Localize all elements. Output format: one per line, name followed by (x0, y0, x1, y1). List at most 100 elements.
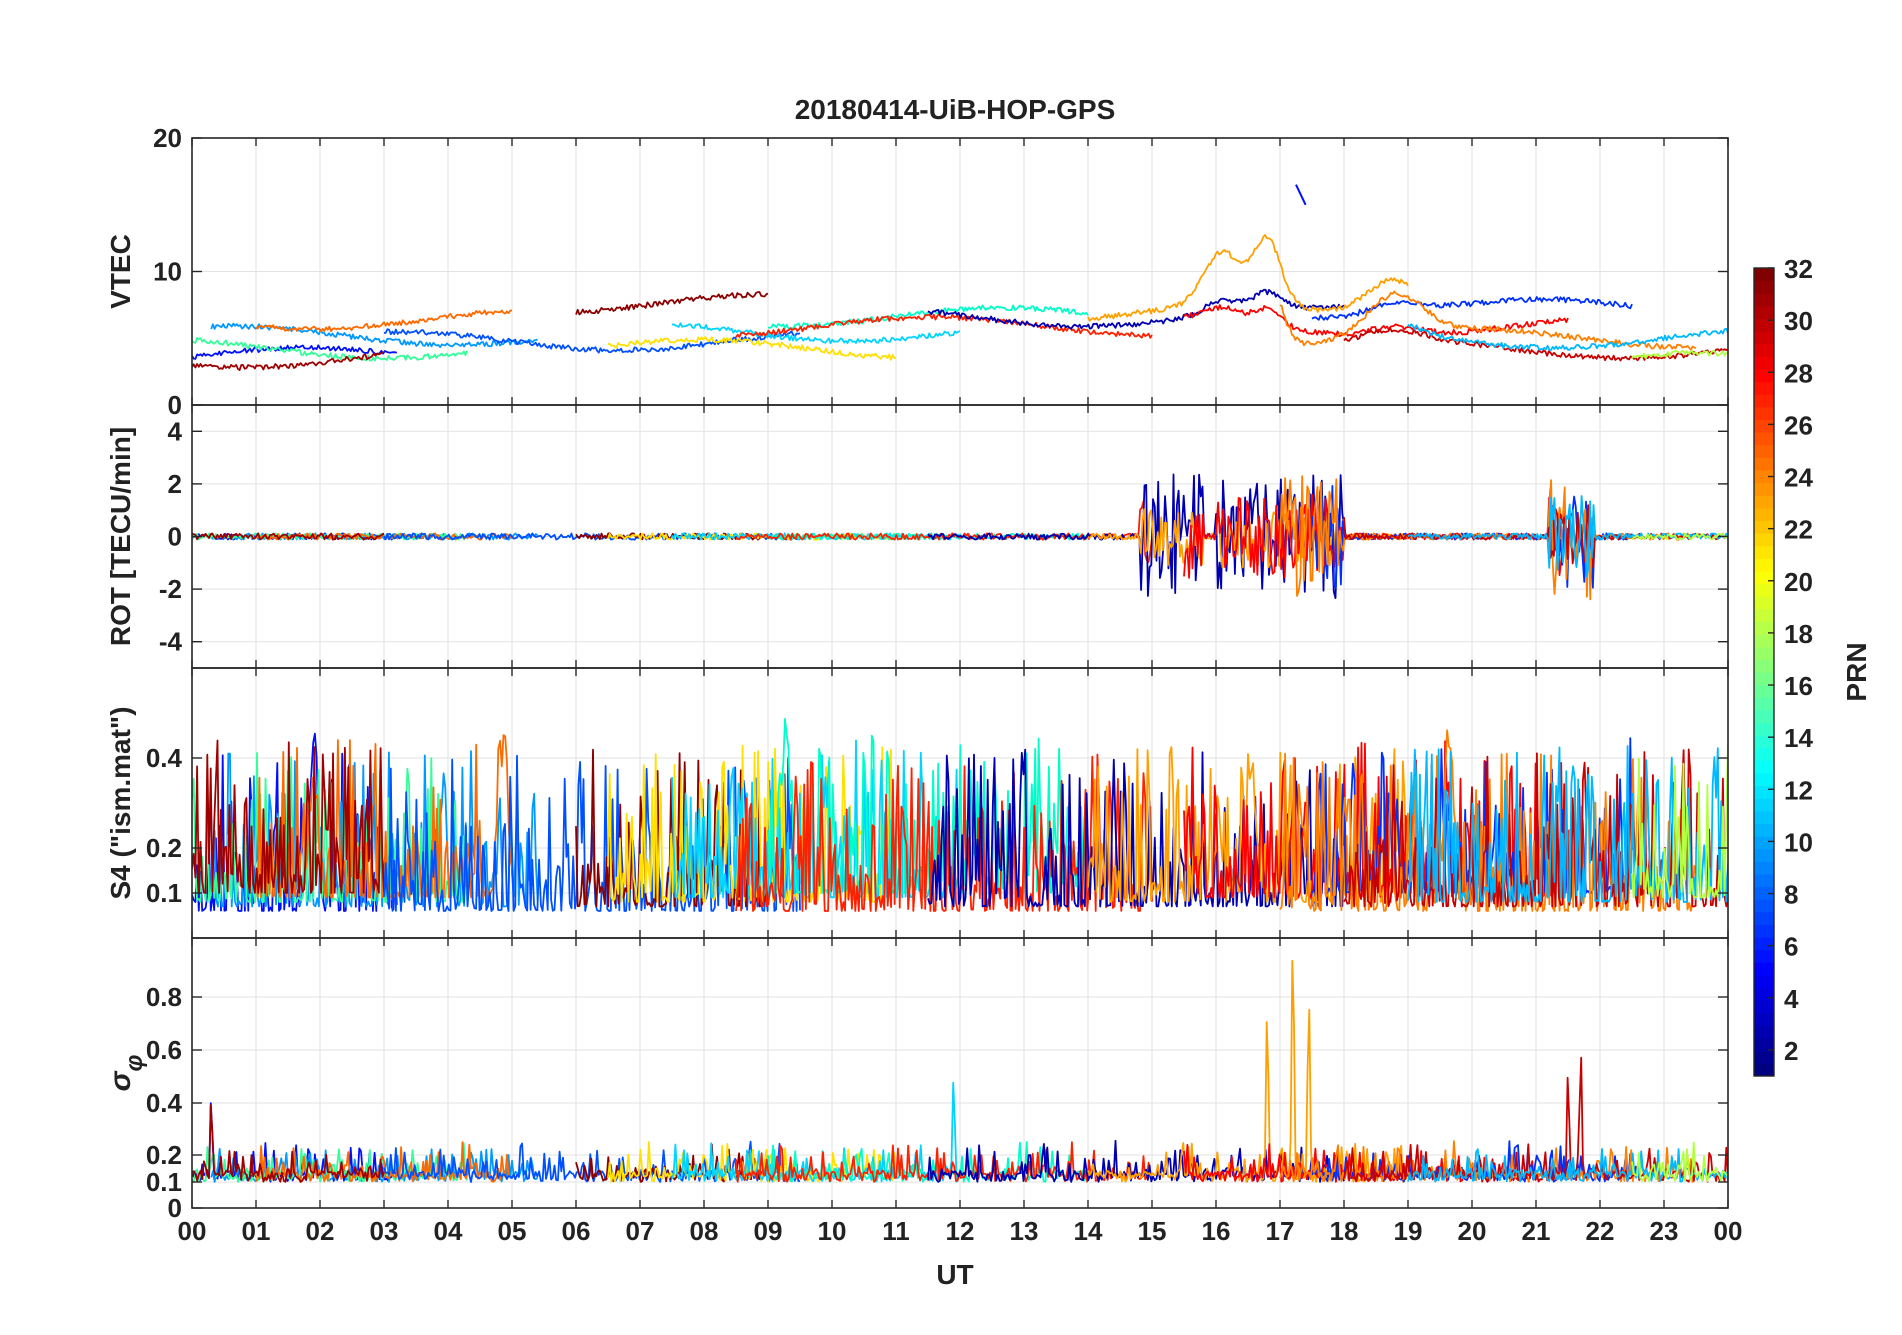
x-tick-label: 23 (1650, 1216, 1679, 1246)
colorbar-swatch (1754, 520, 1774, 534)
sigma_phi-series-group (192, 959, 1728, 1183)
colorbar-swatch (1754, 608, 1774, 622)
x-tick-label: 15 (1138, 1216, 1167, 1246)
sigma_phi-ytick-label: 0 (168, 1193, 182, 1223)
colorbar-tick-label: 28 (1784, 358, 1813, 388)
x-tick-label: 22 (1586, 1216, 1615, 1246)
colorbar-swatch (1754, 1000, 1774, 1014)
colorbar-swatch (1754, 596, 1774, 610)
x-tick-label: 01 (242, 1216, 271, 1246)
s4-ytick-label: 0.2 (146, 833, 182, 863)
colorbar-frame (1753, 267, 1775, 1077)
colorbar-swatch (1754, 1050, 1774, 1064)
colorbar-tick-label: 30 (1784, 306, 1813, 336)
colorbar-swatch (1754, 962, 1774, 976)
colorbar-swatch (1754, 949, 1774, 963)
panel-sigma_phi: 00.10.2 0.4 0.6 0.8 σφ (104, 937, 1729, 1223)
colorbar-tick-label: 26 (1784, 410, 1813, 440)
colorbar-swatch (1754, 280, 1774, 294)
colorbar-swatch (1754, 874, 1774, 888)
x-tick-label: 18 (1330, 1216, 1359, 1246)
vtec-ytick-label: 0 (168, 390, 182, 420)
vtec-series-prn-13 (671, 322, 961, 345)
s4-series-prn-24 (1279, 729, 1697, 912)
colorbar-swatch (1754, 659, 1774, 673)
rot-series-group (192, 473, 1728, 601)
x-tick-label: 10 (818, 1216, 847, 1246)
colorbar-swatch (1754, 571, 1774, 585)
colorbar-swatch (1754, 1063, 1774, 1077)
colorbar-swatch (1754, 1025, 1774, 1039)
vtec-series-prn-5 (192, 344, 398, 360)
colorbar-swatch (1754, 507, 1774, 521)
rot-series-prn-31 (192, 532, 385, 541)
colorbar-swatch (1754, 646, 1774, 660)
colorbar-swatch (1754, 672, 1774, 686)
colorbar-swatch (1754, 558, 1774, 572)
x-axis-label: UT (936, 1259, 973, 1290)
s4-series-prn-31 (192, 739, 385, 894)
vtec-series-prn-16 (192, 337, 469, 362)
colorbar-swatch (1754, 899, 1774, 913)
colorbar-swatch (1754, 621, 1774, 635)
colorbar-swatch (1754, 836, 1774, 850)
sigma_phi-ytick-label: 0.4 (146, 1088, 183, 1118)
colorbar-swatch (1754, 747, 1774, 761)
rot-ytick-label: 0 (168, 522, 182, 552)
x-axis: 00 01 02 03 04 05 06 07 08 09 10 11 12 13 14 15 16 17 18 19… (178, 1216, 1743, 1246)
sigma_phi-series-prn-18 (1631, 1141, 1728, 1183)
x-tick-label: 02 (306, 1216, 335, 1246)
colorbar-tick-label: 14 (1784, 723, 1813, 753)
x-tick-label: 04 (434, 1216, 463, 1246)
colorbar-swatch (1754, 457, 1774, 471)
colorbar-swatch (1754, 356, 1774, 370)
colorbar-swatch (1754, 848, 1774, 862)
colorbar-swatch (1754, 268, 1774, 282)
x-tick-label: 09 (754, 1216, 783, 1246)
colorbar-swatch (1754, 987, 1774, 1001)
s4-series-group (192, 717, 1728, 912)
rot-series-prn-18 (1631, 532, 1728, 541)
colorbar-swatch (1754, 482, 1774, 496)
colorbar-swatch (1754, 975, 1774, 989)
colorbar-tick-label: 2 (1784, 1036, 1798, 1066)
colorbar-swatch (1754, 406, 1774, 420)
colorbar-tick-label: 24 (1784, 463, 1813, 493)
vtec-series-prn-25 (255, 309, 512, 333)
colorbar-swatch (1754, 318, 1774, 332)
vtec-series-prn-6 (1311, 296, 1633, 321)
x-tick-label: 20 (1458, 1216, 1487, 1246)
colorbar-swatch (1754, 432, 1774, 446)
vtec-series-prn-22 (1087, 234, 1409, 322)
sigma_phi-ytick-label: 0.2 (146, 1140, 182, 1170)
colorbar-swatch (1754, 381, 1774, 395)
rot-ylabel: ROT [TECU/min] (105, 427, 136, 646)
panel-rot: -4 -2 0 2 4 ROT [TECU/min] (105, 404, 1729, 669)
colorbar-swatch (1754, 369, 1774, 383)
x-tick-label: 07 (626, 1216, 655, 1246)
x-tick-label: 13 (1010, 1216, 1039, 1246)
colorbar-swatch (1754, 1038, 1774, 1052)
x-tick-label: 19 (1394, 1216, 1423, 1246)
x-tick-label: 00 (178, 1216, 207, 1246)
vtec-series-prn-29 (1343, 327, 1728, 362)
vtec-isolated-segment (1295, 184, 1307, 206)
rot-series-prn-30 (575, 532, 769, 541)
rot-ytick-label: -4 (159, 627, 183, 657)
colorbar-swatch (1754, 545, 1774, 559)
colorbar-swatch (1754, 798, 1774, 812)
vtec-series-prn-31 (192, 351, 384, 371)
vtec-series-prn-18 (1631, 349, 1728, 360)
x-tick-label: 05 (498, 1216, 527, 1246)
sigma_phi-series-prn-29 (1343, 1056, 1728, 1183)
colorbar-swatch (1754, 305, 1774, 319)
s4-ylabel: S4 ("ism.mat") (105, 706, 136, 899)
colorbar-swatch (1754, 1012, 1774, 1026)
colorbar-tick-label: 32 (1784, 254, 1813, 284)
colorbar-swatch (1754, 444, 1774, 458)
colorbar-swatch (1754, 583, 1774, 597)
colorbar-swatch (1754, 343, 1774, 357)
